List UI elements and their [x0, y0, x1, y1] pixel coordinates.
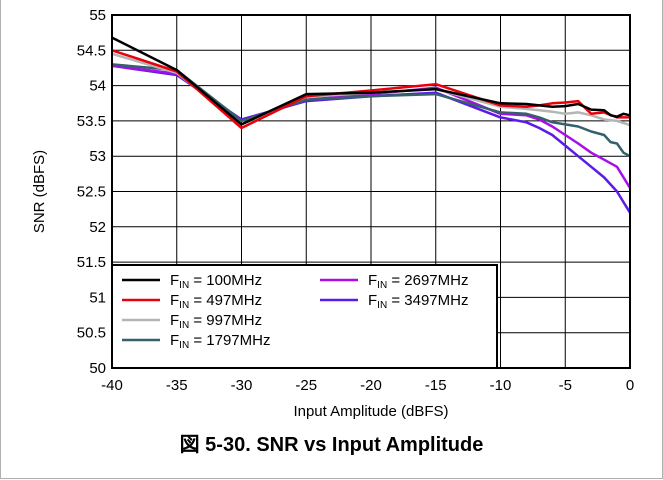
y-tick-label: 51: [89, 289, 106, 306]
y-tick-label: 50: [89, 360, 106, 377]
legend-entry-label: FIN = 497MHz: [170, 292, 262, 311]
x-tick-label: -10: [490, 377, 512, 394]
y-tick-label: 53.5: [77, 113, 106, 130]
legend-entry-label: FIN = 1797MHz: [170, 332, 270, 351]
legend-entry-label: FIN = 3497MHz: [368, 292, 468, 311]
x-tick-label: 0: [626, 377, 634, 394]
figure-caption: 図 5-30. SNR vs Input Amplitude: [179, 434, 484, 456]
x-tick-label: -25: [295, 377, 317, 394]
y-tick-labels: 50 50.5 51 51.5 52 52.5 53 53.5 54 54.5 55: [77, 7, 106, 377]
series-line-100mhz: [111, 36, 631, 126]
snr-vs-amplitude-chart: -40 -35 -30 -25 -20 -15 -10 -5 0 5050.55151.5525…: [31, 7, 634, 420]
y-tick-label: 53: [89, 148, 106, 165]
x-tick-labels: -40 -35 -30 -25 -20 -15 -10 -5 0: [101, 377, 634, 394]
x-axis-label: Input Amplitude (dBFS): [293, 403, 448, 420]
x-tick-label: -30: [231, 377, 253, 394]
x-tick-label: -20: [360, 377, 382, 394]
y-tick-label: 50.5: [77, 325, 106, 342]
y-axis-label: SNR (dBFS): [31, 150, 48, 233]
y-tick-label: 54: [89, 78, 106, 95]
legend-entry-label: FIN = 100MHz: [170, 272, 262, 291]
legend-entry-label: FIN = 2697MHz: [368, 272, 468, 291]
y-tick-label: 52.5: [77, 184, 106, 201]
x-tick-label: -35: [166, 377, 188, 394]
legend-entry-label: FIN = 997MHz: [170, 312, 262, 331]
y-tick-label: 55: [89, 7, 106, 24]
legend-box: [111, 264, 498, 369]
y-tick-label: 54.5: [77, 42, 106, 59]
y-tick-label: 52: [89, 219, 106, 236]
x-tick-label: -5: [559, 377, 572, 394]
x-tick-label: -40: [101, 377, 123, 394]
series-lines: [111, 36, 632, 214]
x-tick-label: -15: [425, 377, 447, 394]
y-tick-label: 51.5: [77, 254, 106, 271]
series-line-1797mhz: [111, 63, 631, 158]
